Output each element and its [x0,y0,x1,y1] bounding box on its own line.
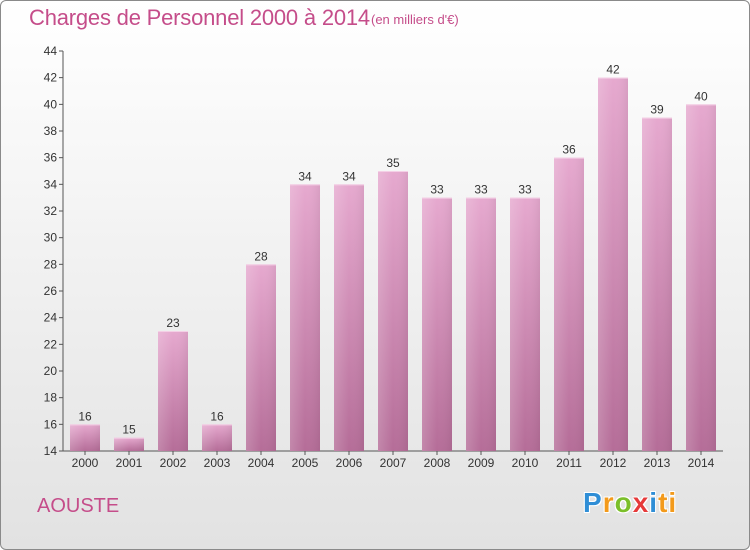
bar-shade [510,197,540,451]
x-tick-label: 2013 [644,456,671,470]
logo-letter: ti [658,487,678,518]
x-tick-label: 2000 [72,456,99,470]
data-label: 39 [650,103,664,117]
logo-letter: i [649,487,659,518]
bar-shade [422,197,452,451]
y-tick-label: 44 [44,44,58,58]
commune-name: AOUSTE [37,495,120,517]
data-label: 34 [298,169,312,183]
chart-subtitle: (en milliers d'€) [371,12,459,27]
data-label: 33 [474,183,488,197]
bar-shade [158,331,188,451]
x-tick-label: 2014 [688,456,715,470]
x-tick-label: 2006 [336,456,363,470]
data-label: 42 [606,63,620,77]
logo-letter: P [583,487,603,518]
x-tick-label: 2009 [468,456,495,470]
data-label: 28 [254,249,268,263]
y-tick-label: 32 [44,204,58,218]
data-label: 40 [694,89,708,103]
data-label: 34 [342,169,356,183]
logo-letter: o [614,487,633,518]
y-tick-label: 38 [44,124,58,138]
bar-shade [686,104,716,451]
bar-shade [334,184,364,452]
y-tick-label: 24 [44,311,58,325]
data-label: 16 [210,409,224,423]
y-tick-label: 16 [44,417,58,431]
y-tick-label: 40 [44,97,58,111]
x-tick-label: 2008 [424,456,451,470]
y-tick-label: 34 [44,177,58,191]
y-tick-label: 22 [44,337,58,351]
y-tick-label: 42 [44,71,58,85]
y-tick-label: 14 [44,444,58,458]
x-tick-label: 2004 [248,456,275,470]
bar-shade [70,424,100,451]
x-tick-label: 2003 [204,456,231,470]
bar-shade [290,184,320,452]
logo-letter: x [632,487,650,518]
chart-title: Charges de Personnel 2000 à 2014 [29,5,370,30]
y-tick-label: 28 [44,257,58,271]
x-tick-label: 2012 [600,456,627,470]
y-tick-label: 20 [44,364,58,378]
bar-shade [466,197,496,451]
bar-shade [378,171,408,451]
data-label: 35 [386,156,400,170]
y-tick-label: 30 [44,231,58,245]
data-label: 16 [78,409,92,423]
bar-shade [202,424,232,451]
bar-shade [598,77,628,452]
bar-shade [642,117,672,452]
data-label: 36 [562,143,576,157]
data-label: 23 [166,316,180,330]
proxiti-logo: Proxiti [583,487,677,519]
logo-letter: r [602,487,615,518]
bar-shade [246,264,276,451]
x-tick-label: 2001 [116,456,143,470]
x-tick-label: 2005 [292,456,319,470]
y-tick-label: 26 [44,284,58,298]
x-tick-label: 2002 [160,456,187,470]
bar-shade [554,157,584,451]
data-label: 15 [122,423,136,437]
data-label: 33 [430,183,444,197]
x-tick-label: 2010 [512,456,539,470]
bar-shade [114,437,144,451]
y-tick-label: 36 [44,151,58,165]
data-label: 33 [518,183,532,197]
x-tick-label: 2007 [380,456,407,470]
x-tick-label: 2011 [556,456,582,470]
y-tick-label: 18 [44,391,58,405]
